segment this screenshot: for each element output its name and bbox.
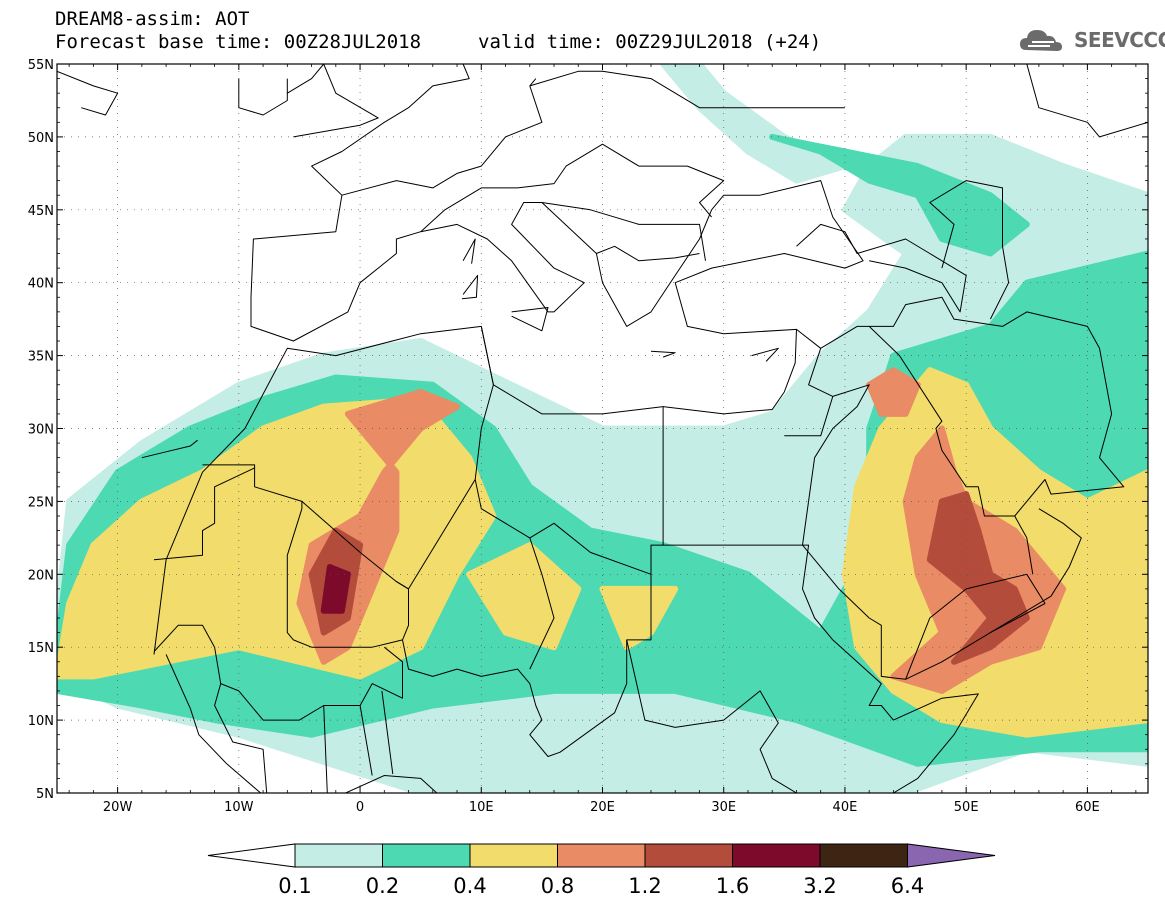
country-border bbox=[461, 274, 479, 300]
lat-tick-label: 40N bbox=[28, 277, 54, 292]
cloud-icon bbox=[1020, 30, 1062, 51]
aot-plume-0.8 bbox=[866, 367, 921, 417]
lat-tick-label: 45N bbox=[28, 204, 54, 219]
country-border bbox=[462, 238, 476, 264]
lat-tick-label: 50N bbox=[28, 131, 54, 146]
colorbar-bin bbox=[294, 843, 383, 868]
lon-tick-label: 20W bbox=[103, 800, 133, 815]
colorbar-max-arrow bbox=[907, 843, 996, 868]
country-border bbox=[153, 467, 255, 561]
country-border bbox=[293, 64, 379, 138]
colorbar-bin bbox=[644, 843, 733, 868]
aot-plume-1.6 bbox=[320, 564, 351, 614]
colorbar-label: 1.6 bbox=[716, 874, 749, 898]
country-border bbox=[529, 70, 845, 109]
country-borders bbox=[57, 64, 1148, 793]
country-border bbox=[796, 223, 967, 313]
lon-tick-label: 10W bbox=[224, 800, 254, 815]
country-border bbox=[341, 78, 543, 196]
country-border bbox=[1026, 64, 1148, 138]
lat-tick-label: 55N bbox=[28, 58, 54, 73]
axis-ticks: 55N 50N 45N 40N 35N 30N 25N 20N 15N 10N 5N 20W 10W 0 1… bbox=[28, 58, 1148, 815]
country-border bbox=[929, 180, 1010, 320]
lon-tick-label: 10E bbox=[469, 800, 494, 815]
lon-tick-label: 0 bbox=[356, 800, 364, 815]
colorbar: 0.1 0.2 0.4 0.8 1.2 1.6 3.2 6.4 bbox=[207, 843, 996, 898]
colorbar-label: 0.8 bbox=[541, 874, 574, 898]
map-title: DREAM8-assim: AOT bbox=[55, 8, 250, 30]
colorbar-label: 1.2 bbox=[628, 874, 661, 898]
colorbar-bin bbox=[732, 843, 821, 868]
colorbar-bin bbox=[819, 843, 908, 868]
country-border bbox=[751, 347, 779, 362]
country-border bbox=[402, 574, 652, 757]
lat-tick-label: 15N bbox=[28, 641, 54, 656]
country-border bbox=[802, 508, 1082, 680]
colorbar-min-arrow bbox=[207, 843, 296, 868]
lon-tick-label: 30E bbox=[711, 800, 736, 815]
colorbar-label: 3.2 bbox=[803, 874, 836, 898]
lat-tick-label: 20N bbox=[28, 568, 54, 583]
colorbar-label: 6.4 bbox=[891, 874, 924, 898]
country-border bbox=[323, 705, 328, 793]
colorbar-label: 0.1 bbox=[278, 874, 311, 898]
lon-tick-label: 20E bbox=[590, 800, 615, 815]
country-border bbox=[511, 307, 549, 332]
country-border bbox=[153, 624, 403, 721]
lat-tick-label: 25N bbox=[28, 495, 54, 510]
lat-tick-label: 30N bbox=[28, 423, 54, 438]
country-border bbox=[650, 350, 676, 358]
country-border bbox=[541, 202, 706, 261]
lon-tick-label: 40E bbox=[833, 800, 858, 815]
country-border bbox=[153, 64, 864, 655]
colorbar-bin bbox=[382, 843, 471, 868]
plume-layer bbox=[57, 64, 1148, 793]
country-border bbox=[420, 143, 725, 233]
colorbar-bin bbox=[469, 843, 558, 868]
country-border bbox=[214, 683, 268, 793]
valid-time: valid time: 00Z29JUL2018 (+24) bbox=[478, 31, 822, 53]
country-border bbox=[381, 690, 394, 775]
country-border bbox=[287, 64, 325, 94]
country-border bbox=[57, 70, 119, 116]
country-border bbox=[238, 78, 288, 116]
lat-tick-label: 10N bbox=[28, 714, 54, 729]
lat-tick-label: 5N bbox=[36, 787, 54, 802]
country-border bbox=[1014, 515, 1034, 575]
country-border bbox=[141, 439, 198, 459]
country-border bbox=[784, 396, 834, 437]
country-border bbox=[165, 654, 438, 793]
aot-plume-0.2 bbox=[769, 133, 1030, 257]
country-border bbox=[905, 573, 1046, 680]
lon-tick-label: 50E bbox=[954, 800, 979, 815]
country-border bbox=[359, 705, 373, 776]
logo-text: SEEVCCC bbox=[1074, 28, 1165, 52]
forecast-base-time: Forecast base time: 00Z28JUL2018 bbox=[55, 31, 422, 53]
aot-plume-1.2 bbox=[926, 491, 1030, 665]
country-border bbox=[529, 537, 555, 670]
aot-plume-0.4 bbox=[466, 542, 582, 651]
country-border bbox=[626, 639, 799, 793]
country-border bbox=[396, 479, 476, 590]
country-border bbox=[663, 544, 979, 793]
colorbar-bin bbox=[557, 843, 646, 868]
country-border bbox=[796, 329, 822, 349]
lon-tick-label: 60E bbox=[1075, 800, 1100, 815]
lat-tick-label: 35N bbox=[28, 350, 54, 365]
country-border bbox=[596, 245, 700, 262]
colorbar-label: 0.4 bbox=[453, 874, 486, 898]
colorbar-label: 0.2 bbox=[366, 874, 399, 898]
